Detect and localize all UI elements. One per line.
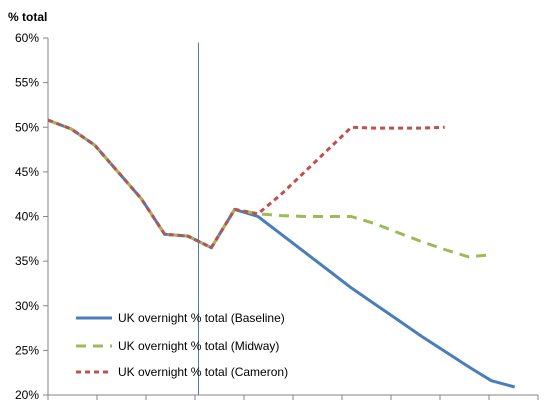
legend-label: UK overnight % total (Baseline)	[118, 311, 285, 325]
series-line-1	[47, 118, 492, 259]
y-tick-label: 60%	[15, 31, 39, 45]
y-tick-label: 30%	[15, 299, 39, 313]
y-axis-title: % total	[8, 10, 47, 24]
legend-label: UK overnight % total (Midway)	[118, 339, 279, 353]
y-tick-label: 45%	[15, 165, 39, 179]
y-tick-label: 25%	[15, 343, 39, 357]
y-tick-labels: 20% 25% 30% 35% 40% 45% 50% 55% 60%	[15, 31, 39, 402]
series-line-2	[47, 118, 445, 250]
y-tick-label: 55%	[15, 76, 39, 90]
y-tick-label: 50%	[15, 120, 39, 134]
y-tick-label: 40%	[15, 210, 39, 224]
series-lines	[47, 118, 516, 389]
legend-label: UK overnight % total (Cameron)	[118, 365, 288, 379]
legend: UK overnight % total (Baseline) UK overni…	[76, 311, 288, 379]
axes	[43, 37, 539, 400]
y-tick-label: 35%	[15, 254, 39, 268]
y-tick-label: 20%	[15, 388, 39, 402]
